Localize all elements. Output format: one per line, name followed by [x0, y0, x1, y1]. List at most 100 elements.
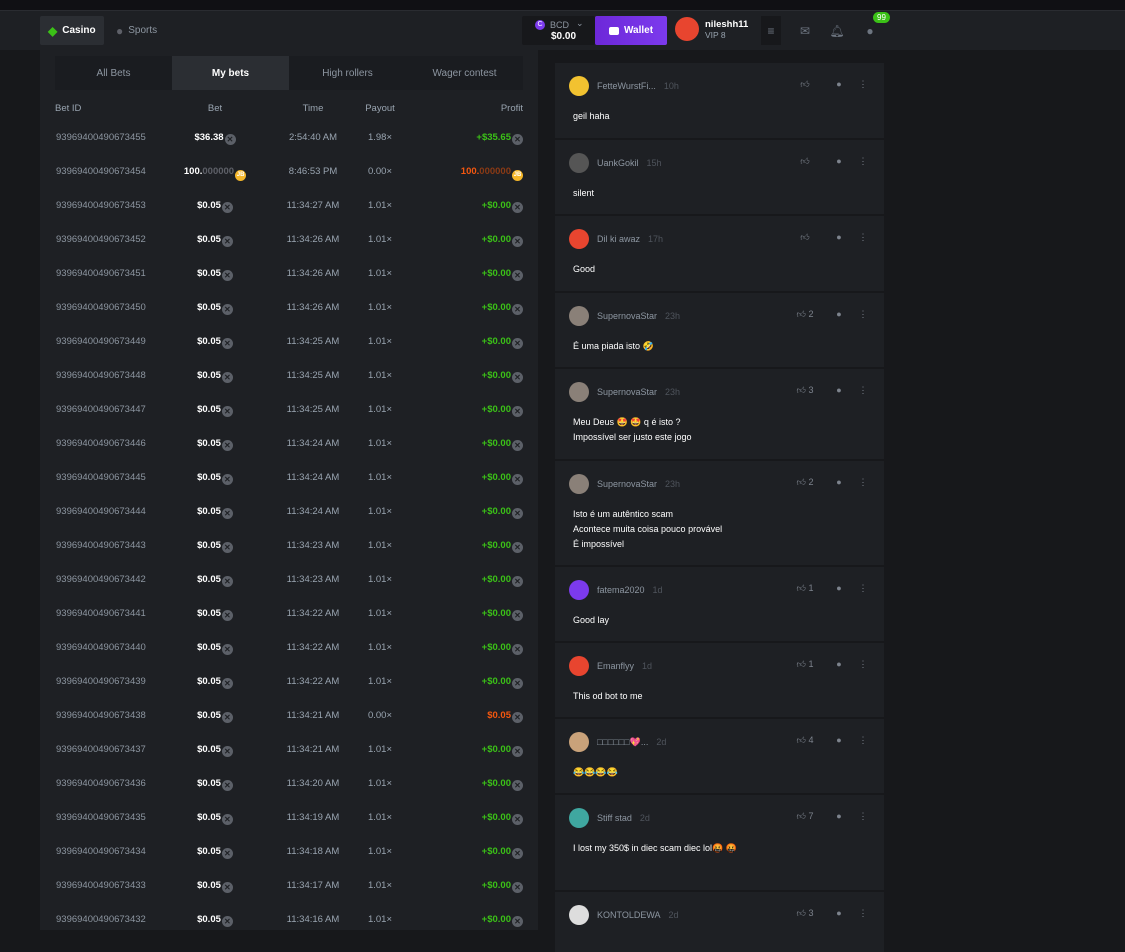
table-row[interactable]: 93969400490673434 $0.05 ✕ 11:34:18 AM 1.0…: [55, 843, 523, 863]
reply-icon[interactable]: ●: [836, 385, 842, 395]
currency-selector[interactable]: C BCD ⌄ $0.00: [522, 16, 595, 45]
table-row[interactable]: 93969400490673442 $0.05 ✕ 11:34:23 AM 1.0…: [55, 571, 523, 591]
user-avatar[interactable]: [569, 732, 589, 752]
more-options-icon[interactable]: ⋮: [858, 583, 868, 593]
user-avatar[interactable]: [569, 808, 589, 828]
user-profile[interactable]: nileshh11 VIP 8: [675, 17, 748, 41]
coin-icon: ✕: [512, 406, 523, 417]
wallet-button[interactable]: Wallet: [595, 16, 667, 45]
more-options-icon[interactable]: ⋮: [858, 908, 868, 918]
table-row[interactable]: 93969400490673452 $0.05 ✕ 11:34:26 AM 1.0…: [55, 231, 523, 251]
tab-my-bets[interactable]: My bets: [172, 56, 289, 90]
user-avatar[interactable]: [569, 306, 589, 326]
tab-wager-contest[interactable]: Wager contest: [432, 67, 497, 79]
like-button[interactable]: 👍︎ 1: [796, 659, 814, 669]
like-button[interactable]: 👍︎ 4: [796, 735, 814, 745]
like-button[interactable]: 👍︎ 3: [796, 385, 814, 395]
table-row[interactable]: 93969400490673449 $0.05 ✕ 11:34:25 AM 1.0…: [55, 333, 523, 353]
comment-username[interactable]: SupernovaStar: [597, 311, 658, 321]
like-button[interactable]: 👍︎ 3: [796, 908, 814, 918]
more-options-icon[interactable]: ⋮: [858, 477, 868, 487]
more-options-icon[interactable]: ⋮: [858, 735, 868, 745]
comment-card: SupernovaStar 23h 👍︎ 2 ● ⋮ Isto é um autên…: [555, 461, 884, 565]
table-row[interactable]: 93969400490673438 $0.05 ✕ 11:34:21 AM 0.0…: [55, 707, 523, 727]
comment-text: 😂😂😂😂: [573, 767, 618, 777]
reply-icon[interactable]: ●: [836, 908, 842, 918]
more-options-icon[interactable]: ⋮: [858, 156, 868, 166]
tab-high-rollers[interactable]: High rollers: [322, 67, 373, 79]
table-row[interactable]: 93969400490673446 $0.05 ✕ 11:34:24 AM 1.0…: [55, 435, 523, 455]
mail-icon[interactable]: ✉: [799, 23, 811, 38]
reply-icon[interactable]: ●: [836, 583, 842, 593]
coin-icon: ✕: [512, 712, 523, 723]
like-button[interactable]: 👍︎: [788, 79, 822, 90]
nav-casino[interactable]: ◆ Casino: [40, 16, 104, 45]
comment-username[interactable]: □□□□□□💖...: [597, 736, 649, 747]
like-button[interactable]: 👍︎ 2: [796, 477, 814, 487]
user-avatar[interactable]: [569, 153, 589, 173]
comment-username[interactable]: fatema2020: [597, 585, 645, 595]
more-options-icon[interactable]: ⋮: [858, 811, 868, 821]
table-row[interactable]: 93969400490673437 $0.05 ✕ 11:34:21 AM 1.0…: [55, 741, 523, 761]
reply-icon[interactable]: ●: [836, 309, 842, 319]
more-options-icon[interactable]: ⋮: [858, 659, 868, 669]
user-avatar[interactable]: [569, 474, 589, 494]
table-row[interactable]: 93969400490673441 $0.05 ✕ 11:34:22 AM 1.0…: [55, 605, 523, 625]
table-row[interactable]: 93969400490673432 $0.05 ✕ 11:34:16 AM 1.0…: [55, 911, 523, 931]
user-avatar[interactable]: [569, 382, 589, 402]
table-row[interactable]: 93969400490673454 100.000000 JB 8:46:53 P…: [55, 163, 523, 183]
user-avatar[interactable]: [569, 656, 589, 676]
reply-icon[interactable]: ●: [836, 735, 842, 745]
reply-icon[interactable]: ●: [836, 477, 842, 487]
table-row[interactable]: 93969400490673444 $0.05 ✕ 11:34:24 AM 1.0…: [55, 503, 523, 523]
table-row[interactable]: 93969400490673453 $0.05 ✕ 11:34:27 AM 1.0…: [55, 197, 523, 217]
table-row[interactable]: 93969400490673447 $0.05 ✕ 11:34:25 AM 1.0…: [55, 401, 523, 421]
comment-username[interactable]: Stiff stad: [597, 813, 632, 823]
like-button[interactable]: 👍︎ 2: [796, 309, 814, 319]
table-row[interactable]: 93969400490673455 $36.38 ✕ 2:54:40 AM 1.9…: [55, 129, 523, 149]
thumbs-up-icon: 👍︎: [800, 156, 810, 166]
table-row[interactable]: 93969400490673445 $0.05 ✕ 11:34:24 AM 1.0…: [55, 469, 523, 489]
table-row[interactable]: 93969400490673440 $0.05 ✕ 11:34:22 AM 1.0…: [55, 639, 523, 659]
table-row[interactable]: 93969400490673443 $0.05 ✕ 11:34:23 AM 1.0…: [55, 537, 523, 557]
more-options-icon[interactable]: ⋮: [858, 309, 868, 319]
reply-icon[interactable]: ●: [836, 659, 842, 669]
table-row[interactable]: 93969400490673436 $0.05 ✕ 11:34:20 AM 1.0…: [55, 775, 523, 795]
reply-icon[interactable]: ●: [836, 79, 842, 89]
chat-icon[interactable]: ●: [866, 23, 874, 38]
comment-username[interactable]: KONTOLDEWA: [597, 910, 661, 920]
user-avatar[interactable]: [569, 580, 589, 600]
like-button[interactable]: 👍︎: [788, 232, 822, 243]
comment-time: 23h: [665, 387, 681, 397]
comment-username[interactable]: SupernovaStar: [597, 387, 658, 397]
comment-username[interactable]: SupernovaStar: [597, 479, 658, 489]
table-row[interactable]: 93969400490673439 $0.05 ✕ 11:34:22 AM 1.0…: [55, 673, 523, 693]
user-avatar[interactable]: [569, 229, 589, 249]
comment-username[interactable]: UankGokil: [597, 158, 639, 168]
table-row[interactable]: 93969400490673450 $0.05 ✕ 11:34:26 AM 1.0…: [55, 299, 523, 319]
more-options-icon[interactable]: ⋮: [858, 79, 868, 89]
table-row[interactable]: 93969400490673435 $0.05 ✕ 11:34:19 AM 1.0…: [55, 809, 523, 829]
table-row[interactable]: 93969400490673451 $0.05 ✕ 11:34:26 AM 1.0…: [55, 265, 523, 285]
more-options-icon[interactable]: ⋮: [858, 385, 868, 395]
comment-username[interactable]: Dil ki awaz: [597, 234, 641, 244]
table-row[interactable]: 93969400490673433 $0.05 ✕ 11:34:17 AM 1.0…: [55, 877, 523, 897]
coin-icon: ✕: [512, 542, 523, 553]
reply-icon[interactable]: ●: [836, 156, 842, 166]
bell-icon[interactable]: 🔔︎: [829, 23, 845, 38]
comment-username[interactable]: FetteWurstFi...: [597, 81, 656, 91]
more-options-icon[interactable]: ⋮: [858, 232, 868, 242]
user-avatar[interactable]: [569, 76, 589, 96]
like-button[interactable]: 👍︎: [788, 156, 822, 167]
thumbs-up-icon: 👍︎: [796, 309, 806, 319]
reply-icon[interactable]: ●: [836, 232, 842, 242]
reply-icon[interactable]: ●: [836, 811, 842, 821]
comment-username[interactable]: Emanflyy: [597, 661, 635, 671]
like-button[interactable]: 👍︎ 1: [796, 583, 814, 593]
like-button[interactable]: 👍︎ 7: [796, 811, 814, 821]
user-avatar[interactable]: [569, 905, 589, 925]
table-row[interactable]: 93969400490673448 $0.05 ✕ 11:34:25 AM 1.0…: [55, 367, 523, 387]
tab-all-bets[interactable]: All Bets: [96, 67, 131, 79]
nav-sports[interactable]: ● Sports: [116, 23, 158, 38]
menu-list-icon[interactable]: ≡: [761, 16, 781, 45]
